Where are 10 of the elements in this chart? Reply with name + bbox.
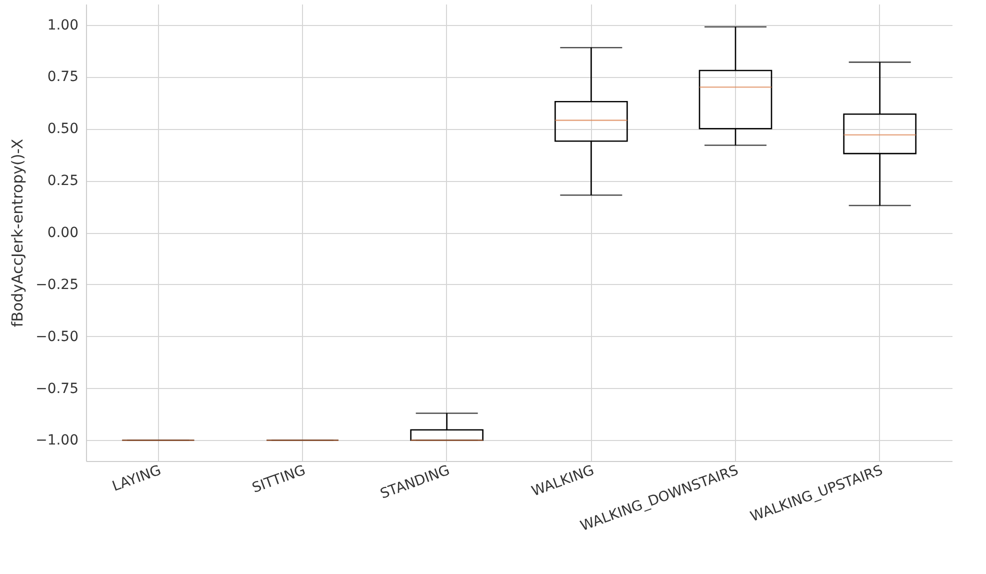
y-tick-label: −0.25 bbox=[36, 276, 78, 293]
y-tick-label: −1.00 bbox=[36, 432, 78, 449]
y-tick-label: 0.00 bbox=[47, 225, 78, 241]
y-tick-label: 0.50 bbox=[47, 121, 78, 138]
y-tick-label: −0.50 bbox=[36, 328, 78, 345]
y-axis-title: fBodyAccJerk-entropy()-X bbox=[8, 138, 27, 328]
y-tick-label: 1.00 bbox=[47, 17, 78, 34]
y-tick-label: 0.75 bbox=[47, 69, 78, 86]
y-tick-label: −0.75 bbox=[36, 380, 78, 397]
y-tick-label: 0.25 bbox=[47, 173, 78, 190]
